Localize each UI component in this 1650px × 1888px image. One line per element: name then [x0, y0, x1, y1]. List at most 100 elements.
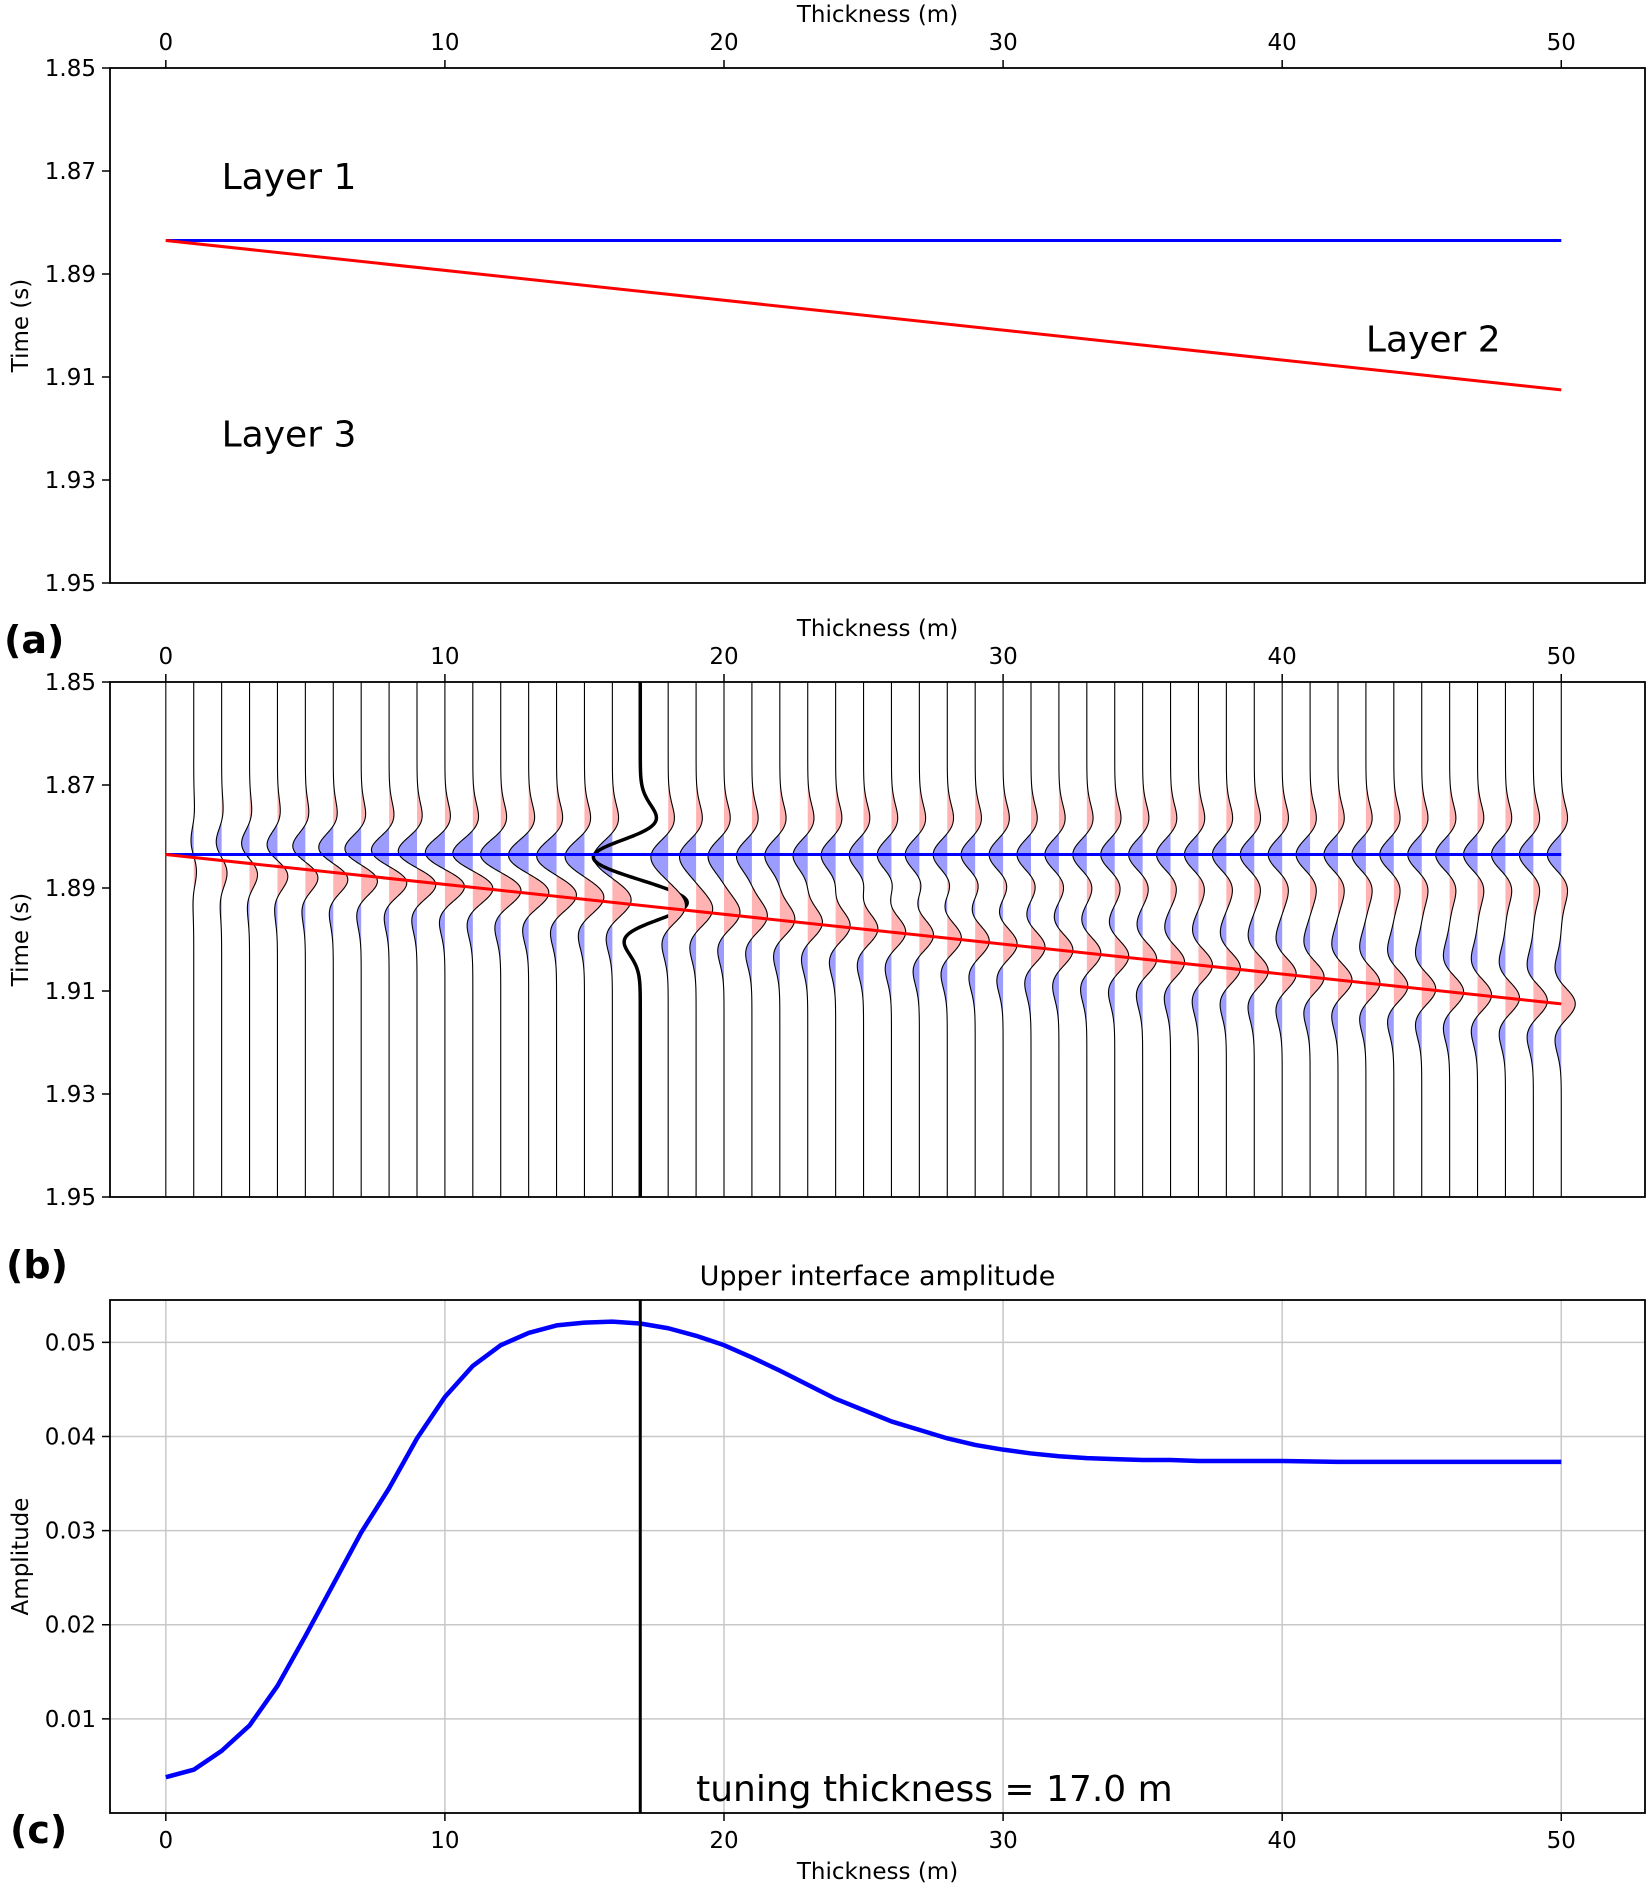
trace-line — [960, 682, 990, 1197]
panel-c-ytick-label-2: 0.03 — [45, 1519, 96, 1545]
trace-positive-fill — [1505, 682, 1520, 1197]
panel-label-b: (b) — [6, 1243, 68, 1287]
panel-c-xtick-label-2: 20 — [709, 1828, 738, 1854]
trace-line — [1323, 682, 1353, 1197]
panel-c-ytick-label-1: 0.02 — [45, 1613, 96, 1639]
trace-positive-fill — [1365, 682, 1380, 1197]
panel-c-ytick-label-4: 0.05 — [45, 1330, 96, 1356]
trace-positive-fill — [1031, 682, 1046, 1197]
panel-a-xtick-label-1: 10 — [430, 30, 459, 56]
seismic-trace-17 — [591, 682, 689, 1197]
trace-positive-fill — [612, 682, 632, 1197]
seismic-trace-19 — [678, 682, 714, 1197]
trace-positive-fill — [919, 682, 934, 1197]
trace-line — [707, 682, 741, 1197]
seismic-trace-9 — [397, 682, 437, 1197]
lower-interface-line-b — [165, 853, 1562, 1006]
trace-line — [1044, 682, 1074, 1197]
trace-positive-fill — [1198, 682, 1213, 1197]
trace-negative-fill — [1351, 682, 1366, 1197]
trace-negative-fill — [1100, 682, 1115, 1197]
panel-a-plot-area — [165, 239, 1562, 392]
trace-line — [1072, 682, 1102, 1197]
panel-b-ylabel: Time (s) — [8, 893, 34, 988]
trace-negative-fill — [1296, 682, 1311, 1197]
panel-a-xtick-label-0: 0 — [158, 30, 173, 56]
trace-negative-fill — [736, 682, 752, 1197]
trace-positive-fill — [975, 682, 990, 1197]
trace-negative-fill — [650, 682, 669, 1197]
trace-line — [1463, 682, 1493, 1197]
trace-positive-fill — [751, 682, 768, 1197]
trace-positive-fill — [277, 682, 288, 1197]
trace-negative-fill — [398, 682, 417, 1197]
panel-c-xlabel: Thickness (m) — [796, 1859, 958, 1885]
seismic-trace-43 — [1351, 682, 1381, 1197]
trace-positive-fill — [500, 682, 521, 1197]
seismic-trace-47 — [1463, 682, 1493, 1197]
trace-line — [1518, 682, 1548, 1197]
seismic-trace-11 — [452, 682, 494, 1197]
panel-label-a: (a) — [4, 618, 64, 662]
seismic-trace-44 — [1379, 682, 1409, 1197]
seismic-trace-22 — [764, 682, 796, 1197]
seismic-trace-38 — [1211, 682, 1241, 1197]
panel-c-title: Upper interface amplitude — [700, 1261, 1056, 1292]
seismic-trace-16 — [593, 682, 632, 1197]
panel-c-ytick-label-0: 0.01 — [45, 1707, 96, 1733]
trace-line — [292, 682, 319, 1197]
panel-c-ytick-label-3: 0.04 — [45, 1424, 96, 1450]
trace-line — [190, 682, 198, 1197]
panel-b-xlabel: Thickness (m) — [796, 616, 958, 642]
trace-negative-fill — [1407, 682, 1422, 1197]
trace-positive-fill — [668, 682, 686, 1197]
trace-positive-fill — [1142, 682, 1157, 1197]
trace-positive-fill — [1170, 682, 1185, 1197]
panel-b-ytick-label-1: 1.87 — [45, 773, 96, 799]
trace-negative-fill — [292, 682, 306, 1197]
trace-line — [1211, 682, 1241, 1197]
panel-b-ytick-label-3: 1.91 — [45, 979, 96, 1005]
trace-positive-fill — [724, 682, 740, 1197]
trace-line — [1183, 682, 1214, 1197]
panel-b-xtick-label-5: 50 — [1547, 644, 1576, 670]
trace-positive-fill — [1226, 682, 1241, 1197]
trace-negative-fill — [989, 682, 1004, 1197]
trace-positive-fill — [389, 682, 407, 1197]
trace-negative-fill — [536, 682, 557, 1197]
trace-positive-fill — [556, 682, 577, 1197]
trace-positive-fill — [528, 682, 549, 1197]
tuning-trace-line — [591, 682, 689, 1197]
trace-negative-fill — [793, 682, 808, 1197]
trace-positive-fill — [1086, 682, 1101, 1197]
trace-negative-fill — [318, 682, 334, 1197]
seismic-trace-10 — [424, 682, 466, 1197]
seismic-trace-1 — [190, 682, 198, 1197]
trace-negative-fill — [1184, 682, 1199, 1197]
panel-c-frame — [109, 1299, 1646, 1814]
seismic-trace-34 — [1100, 682, 1130, 1197]
seismic-trace-33 — [1072, 682, 1102, 1197]
seismic-trace-15 — [564, 682, 605, 1197]
trace-positive-fill — [1533, 682, 1548, 1197]
trace-line — [876, 682, 907, 1197]
trace-positive-fill — [1254, 682, 1269, 1197]
trace-line — [215, 682, 228, 1197]
trace-positive-fill — [891, 682, 906, 1197]
panel-b-ytick-label-5: 1.95 — [45, 1185, 96, 1211]
trace-positive-fill — [1561, 682, 1576, 1197]
panel-b-ytick-label-0: 1.85 — [45, 670, 96, 696]
trace-line — [1546, 682, 1576, 1197]
trace-positive-fill — [333, 682, 348, 1197]
trace-negative-fill — [241, 682, 250, 1197]
seismic-trace-50 — [1546, 682, 1576, 1197]
trace-line — [1239, 682, 1269, 1197]
seismic-trace-49 — [1518, 682, 1548, 1197]
trace-positive-fill — [835, 682, 851, 1197]
trace-line — [344, 682, 378, 1197]
layer-label-2: Layer 2 — [1366, 319, 1501, 360]
trace-negative-fill — [1156, 682, 1171, 1197]
panel-c-xtick-label-0: 0 — [158, 1828, 173, 1854]
panel-b-xtick-label-2: 20 — [709, 644, 738, 670]
trace-negative-fill — [1268, 682, 1283, 1197]
